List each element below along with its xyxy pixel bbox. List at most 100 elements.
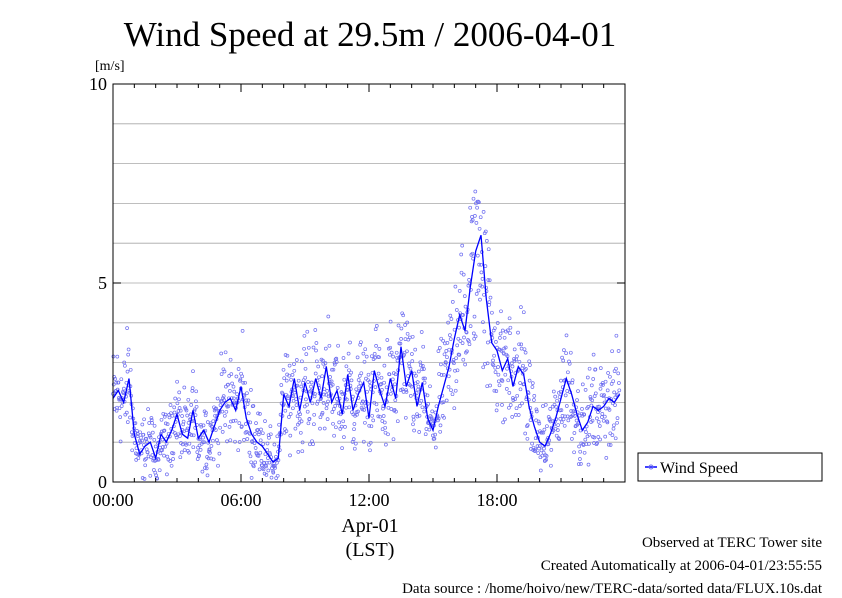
- sample-point: [417, 413, 422, 418]
- sample-point: [568, 350, 573, 355]
- sample-point: [442, 415, 446, 420]
- sample-point: [600, 415, 604, 419]
- sample-point: [515, 354, 519, 359]
- sample-point: [230, 381, 234, 386]
- sample-point: [305, 329, 310, 334]
- x-axis-date-label: Apr-01: [341, 515, 398, 537]
- sample-point: [576, 462, 581, 466]
- sample-point: [233, 439, 237, 444]
- sample-point: [385, 338, 390, 342]
- sample-point: [563, 393, 568, 398]
- sample-point: [527, 359, 532, 364]
- sample-point: [616, 371, 621, 376]
- sample-point: [201, 435, 205, 440]
- sample-point: [514, 406, 519, 411]
- sample-point: [611, 379, 616, 384]
- sample-point: [562, 348, 566, 352]
- sample-point: [222, 369, 227, 374]
- sample-point: [572, 450, 576, 455]
- sample-point: [220, 409, 225, 414]
- sample-point: [275, 434, 280, 439]
- sample-point: [602, 414, 607, 419]
- sample-point: [334, 360, 339, 364]
- sample-point: [517, 359, 522, 364]
- y-axis: 0 5 10: [89, 74, 625, 492]
- sample-point: [349, 370, 353, 375]
- sample-point: [481, 320, 485, 325]
- sample-point: [263, 419, 267, 423]
- sample-point: [462, 335, 466, 340]
- sample-point: [520, 401, 524, 406]
- sample-point: [124, 410, 129, 415]
- sample-point: [560, 355, 564, 360]
- sample-point: [336, 343, 340, 348]
- sample-point: [147, 421, 152, 425]
- sample-point: [330, 382, 335, 387]
- sample-point: [503, 417, 507, 422]
- sample-point: [256, 454, 261, 458]
- sample-point: [309, 380, 314, 385]
- sample-point: [398, 341, 403, 346]
- sample-point: [437, 346, 442, 350]
- sample-point: [245, 437, 250, 441]
- sample-point: [277, 448, 282, 452]
- sample-point: [597, 424, 602, 428]
- sample-point: [546, 442, 551, 446]
- sample-point: [412, 428, 416, 433]
- sample-point: [324, 392, 329, 397]
- sample-point: [584, 442, 589, 447]
- sample-point: [368, 384, 373, 388]
- sample-point: [251, 464, 256, 469]
- sample-point: [480, 284, 484, 289]
- sample-point: [340, 392, 345, 396]
- sample-point: [266, 433, 271, 438]
- y-axis-unit: [m/s]: [95, 59, 125, 74]
- legend-label: Wind Speed: [660, 460, 738, 477]
- sample-point: [441, 400, 446, 405]
- sample-point: [463, 304, 468, 309]
- sample-point: [576, 389, 580, 393]
- sample-point: [125, 326, 129, 330]
- sample-point: [490, 310, 494, 315]
- sample-point: [519, 305, 523, 309]
- sample-point: [194, 399, 198, 404]
- sample-point: [454, 308, 459, 312]
- sample-point: [374, 324, 379, 328]
- sample-point: [281, 367, 286, 372]
- sample-point: [310, 401, 315, 406]
- sample-point: [128, 367, 133, 372]
- sample-point: [492, 388, 497, 393]
- sample-point: [191, 369, 195, 374]
- sample-point: [285, 394, 290, 399]
- sample-point: [459, 270, 464, 275]
- sample-point: [505, 328, 510, 333]
- sample-point: [499, 348, 504, 353]
- sample-point: [303, 366, 308, 371]
- sample-point: [604, 456, 609, 460]
- sample-point: [609, 382, 614, 386]
- sample-point: [287, 373, 292, 378]
- sample-point: [265, 448, 270, 452]
- sample-point: [235, 392, 239, 396]
- sample-point: [223, 423, 228, 427]
- sample-point: [446, 320, 450, 325]
- sample-point: [121, 391, 126, 395]
- sample-point: [150, 430, 155, 435]
- sample-point: [382, 363, 387, 368]
- sample-point: [194, 389, 199, 394]
- sample-point: [522, 347, 527, 352]
- sample-point: [464, 330, 469, 335]
- sample-point: [542, 446, 546, 451]
- sample-point: [228, 357, 233, 362]
- sample-point: [470, 251, 475, 256]
- sample-point: [400, 311, 405, 316]
- sample-point: [232, 396, 236, 401]
- x-tick-label: 00:00: [92, 490, 133, 510]
- sample-point: [342, 377, 347, 382]
- sample-point: [177, 397, 181, 402]
- sample-point: [511, 398, 516, 402]
- sample-point: [311, 442, 315, 446]
- sample-point: [616, 349, 621, 353]
- sample-point: [300, 449, 305, 454]
- sample-point: [551, 389, 556, 394]
